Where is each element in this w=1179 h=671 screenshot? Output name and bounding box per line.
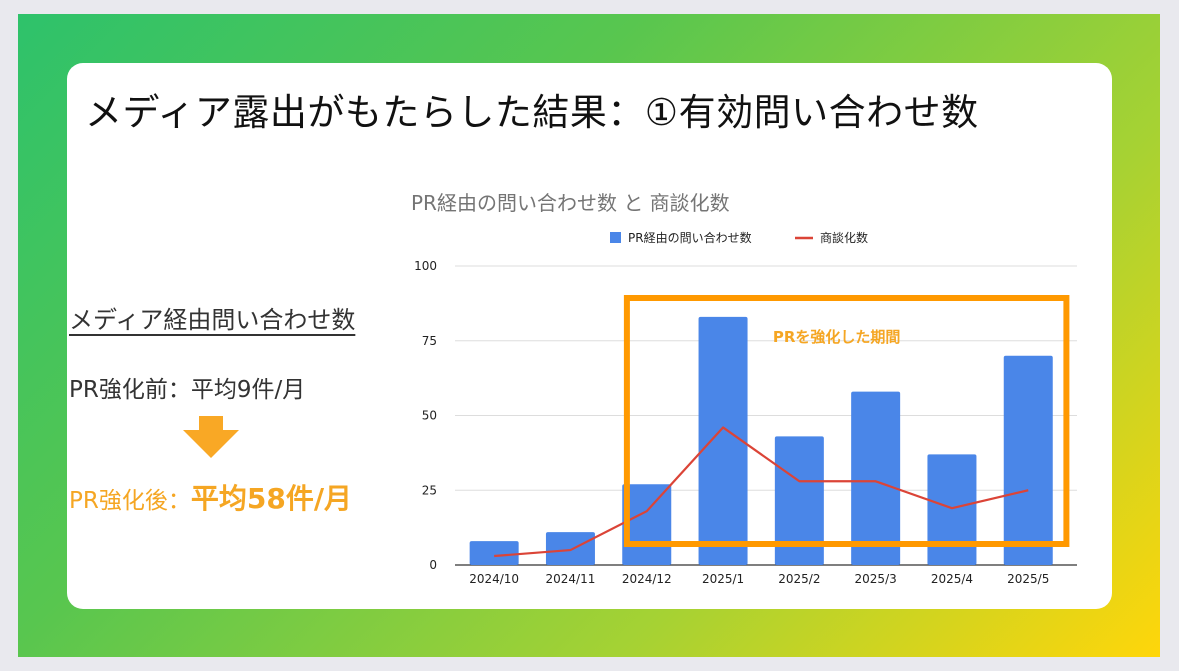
bar-2024/11 <box>545 532 595 565</box>
x-tick-label: 2024/12 <box>622 572 672 586</box>
bar-2024/10 <box>469 541 519 565</box>
y-tick-label: 0 <box>429 558 437 572</box>
before-average: PR強化前：平均9件/月 <box>69 377 306 403</box>
slide-title: メディア露出がもたらした結果：①有効問い合わせ数 <box>85 91 979 134</box>
down-arrow-icon <box>183 416 239 458</box>
bar-2025/5 <box>1003 355 1053 565</box>
legend-line-label: 商談化数 <box>820 230 868 245</box>
chart-title: PR経由の問い合わせ数 と 商談化数 <box>411 191 730 215</box>
after-label: PR強化後： <box>69 488 191 514</box>
x-tick-label: 2025/4 <box>931 572 973 586</box>
side-heading: メディア経由問い合わせ数 <box>69 306 356 334</box>
after-value: 平均58件/月 <box>190 482 353 515</box>
y-tick-label: 100 <box>414 259 437 273</box>
bar-2025/2 <box>774 436 824 565</box>
line-series-deals <box>494 426 1029 558</box>
y-tick-label: 25 <box>422 483 437 497</box>
x-tick-label: 2024/11 <box>546 572 596 586</box>
legend-bar-swatch <box>610 232 621 243</box>
x-tick-label: 2025/1 <box>702 572 744 586</box>
y-tick-label: 75 <box>422 334 437 348</box>
x-tick-label: 2025/5 <box>1007 572 1049 586</box>
bar-2025/4 <box>927 454 977 565</box>
highlight-period-label: PRを強化した期間 <box>773 328 901 346</box>
x-tick-label: 2025/3 <box>855 572 897 586</box>
legend-bar-label: PR経由の問い合わせ数 <box>628 230 752 245</box>
x-tick-label: 2024/10 <box>469 572 519 586</box>
y-tick-label: 50 <box>422 409 437 423</box>
x-tick-label: 2025/2 <box>778 572 820 586</box>
after-average: PR強化後：平均58件/月 <box>69 477 352 517</box>
bar-2025/3 <box>851 391 901 565</box>
bar-2025/1 <box>698 316 748 565</box>
highlight-period-box <box>623 295 1070 547</box>
